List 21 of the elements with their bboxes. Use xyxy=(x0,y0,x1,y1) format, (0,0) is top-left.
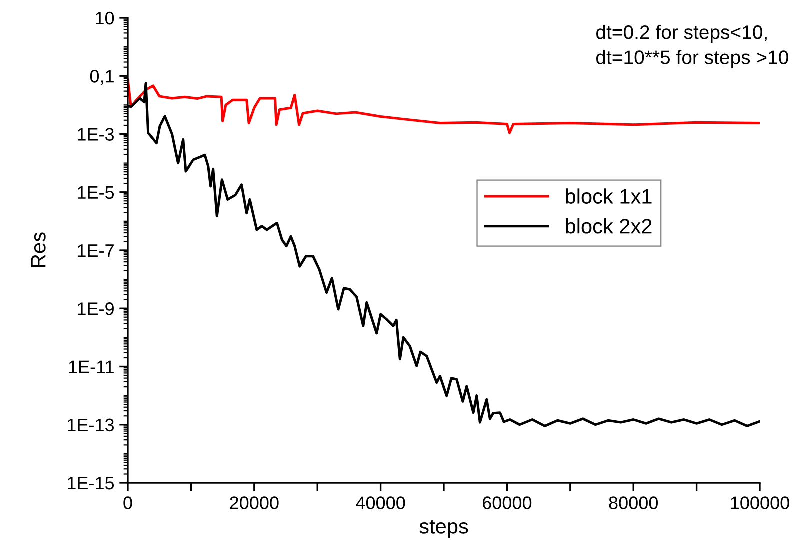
y-tick-label: 1E-3 xyxy=(78,128,114,141)
legend-label: block 2x2 xyxy=(566,218,652,234)
y-tick-label: 1E-9 xyxy=(78,302,114,316)
x-axis-title: steps xyxy=(420,520,468,538)
line-series xyxy=(128,78,760,134)
annotation: dt=0.2 for steps<10, dt=10**5 for steps >10 xyxy=(596,24,788,68)
x-tick-label: 80000 xyxy=(609,496,658,510)
x-tick-label: 20000 xyxy=(230,496,279,510)
y-tick-label: 1E-11 xyxy=(69,360,114,374)
legend-label: block 1x1 xyxy=(566,188,652,204)
y-tick-label: 1E-13 xyxy=(68,418,114,432)
x-tick-label: 100000 xyxy=(731,496,790,510)
x-tick-label: 40000 xyxy=(356,496,406,510)
x-tick-label: 60000 xyxy=(483,496,532,510)
y-tick-label: 1E-15 xyxy=(68,477,114,490)
y-tick-label: 1E-5 xyxy=(78,186,114,200)
y-tick-label: 1E-7 xyxy=(78,244,114,258)
y-tick-label: 10 xyxy=(96,12,114,25)
y-tick-label: 0,1 xyxy=(90,70,114,85)
x-tick-label: 0 xyxy=(124,496,132,510)
y-axis-title: Res xyxy=(31,232,46,268)
